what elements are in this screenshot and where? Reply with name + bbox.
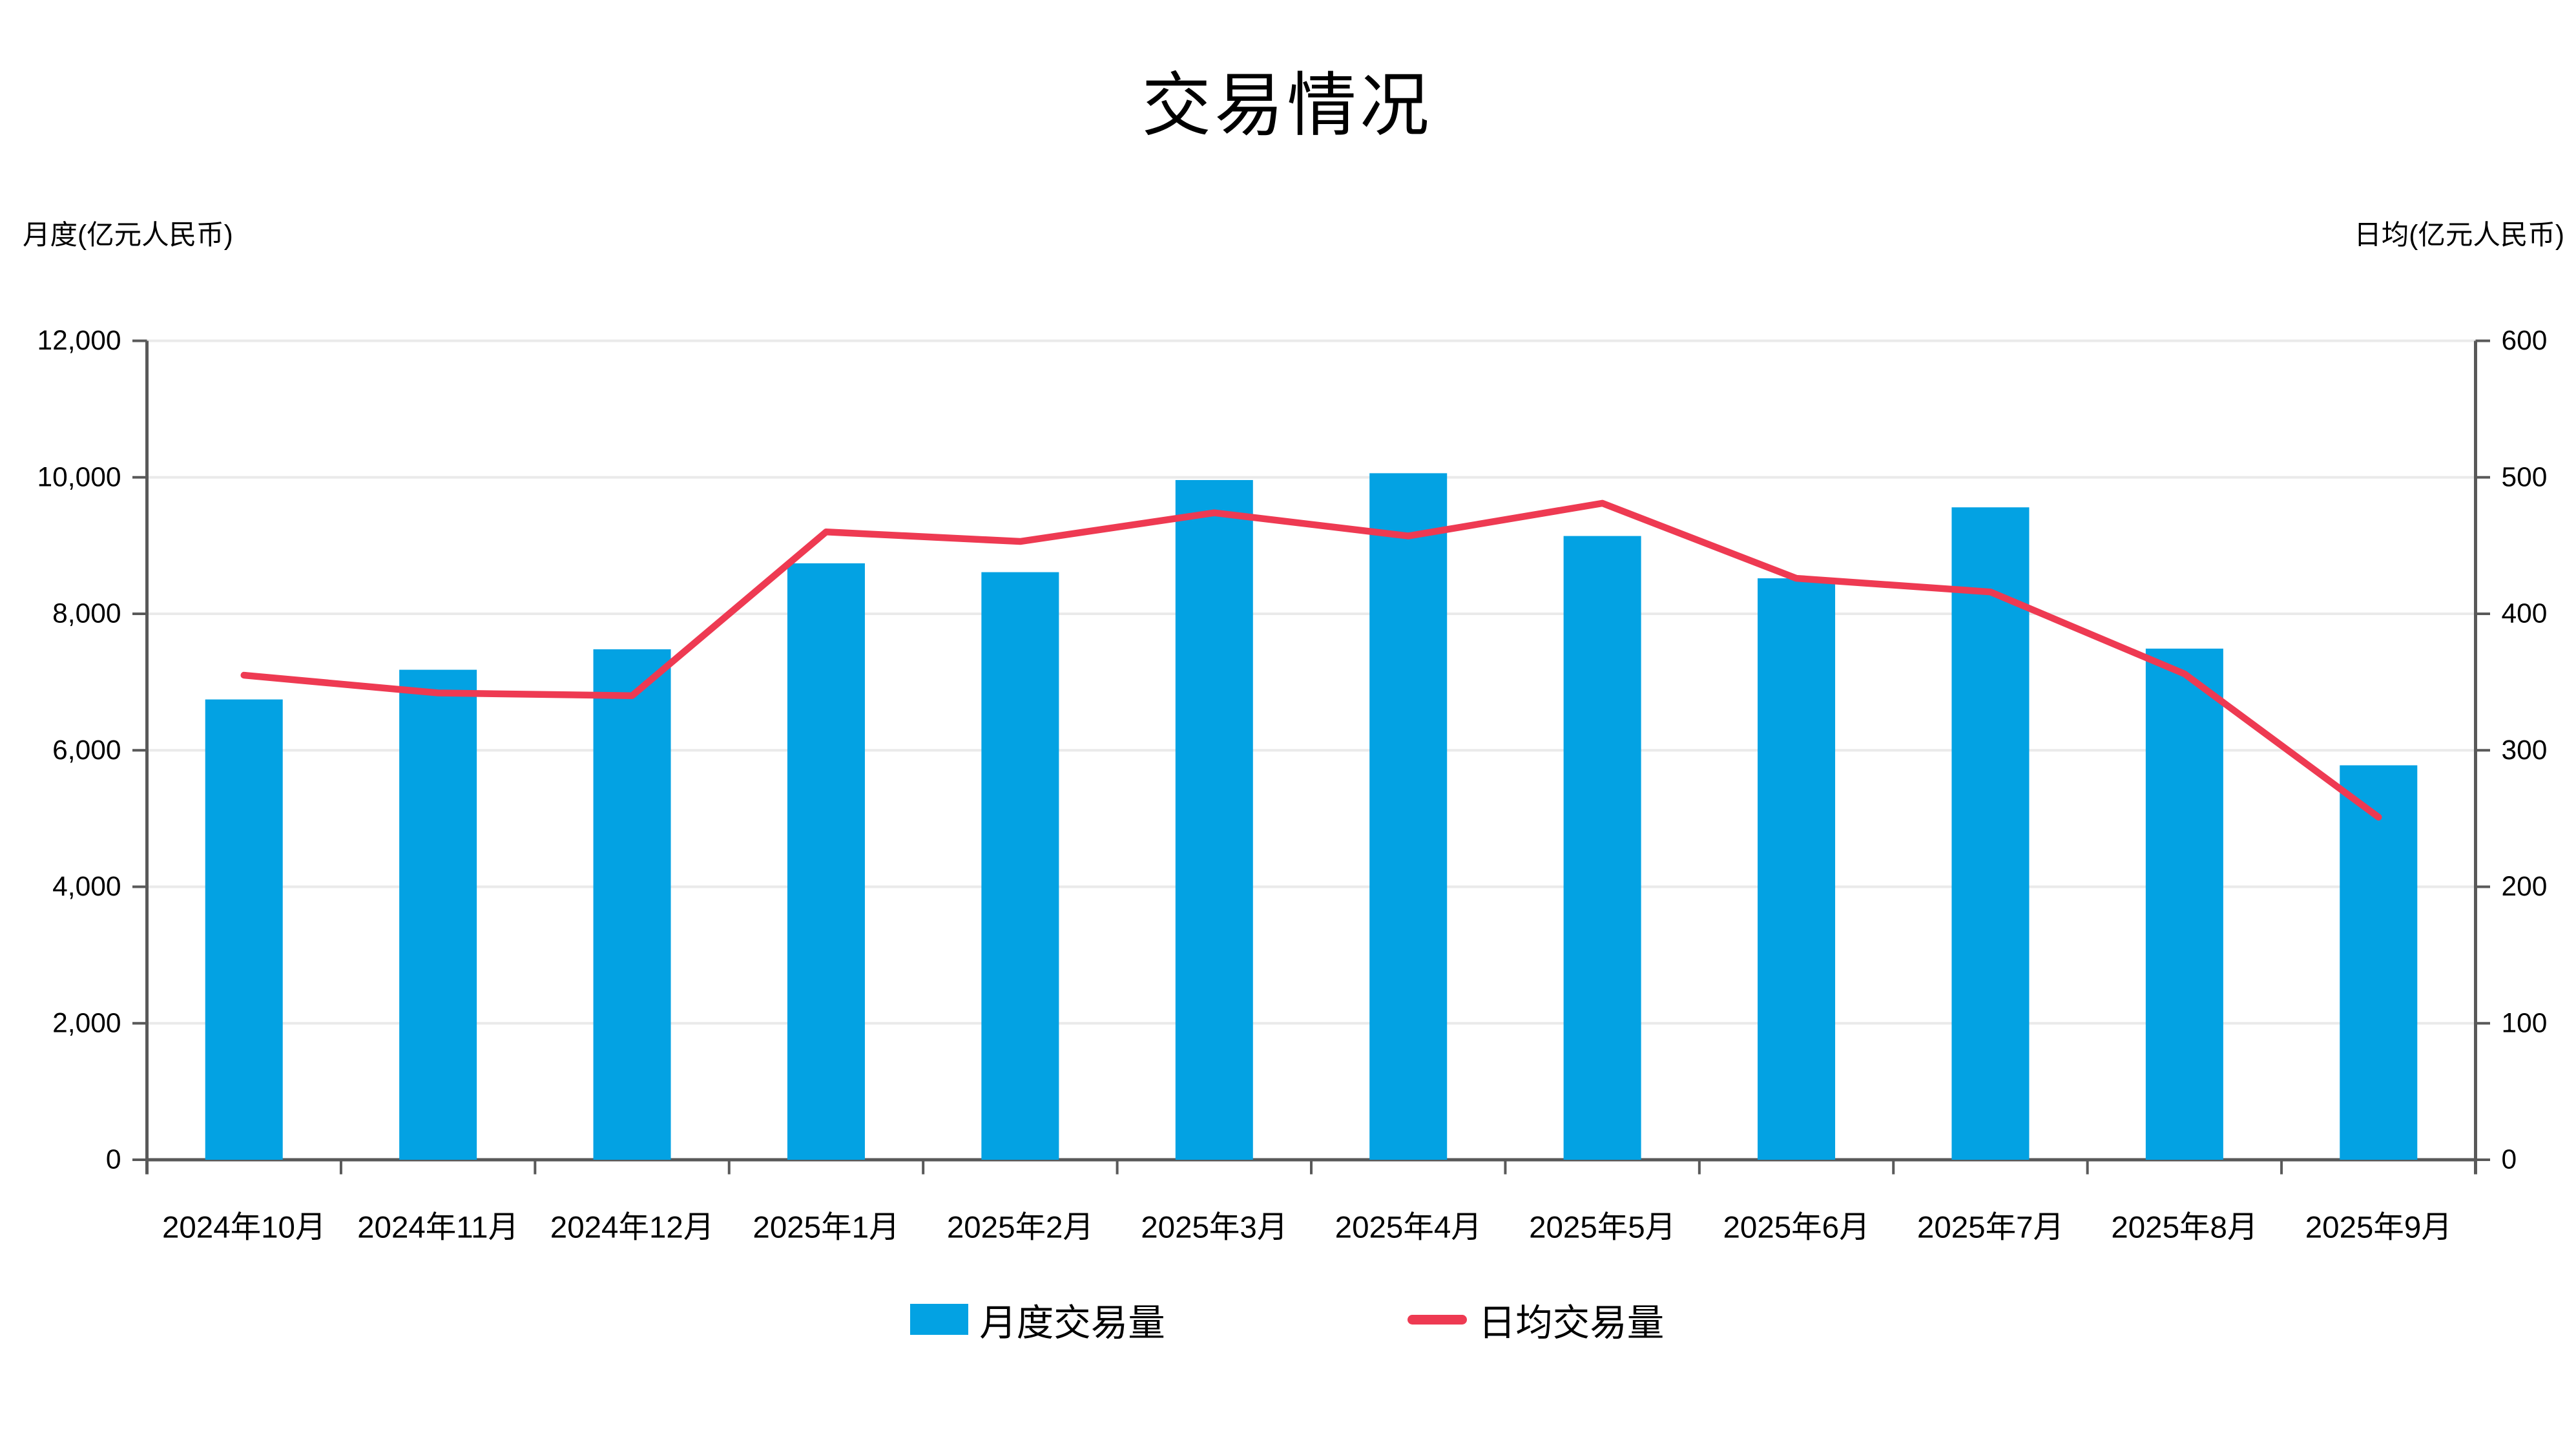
legend-item-daily-average[interactable]: 日均交易量 [1407, 1292, 1665, 1346]
legend: 月度交易量 日均交易量 [0, 1292, 2574, 1346]
line-series-swatch-icon [1407, 1314, 1468, 1325]
right-axis-tick-label: 0 [2502, 1145, 2517, 1175]
bar-2025年1月 [787, 563, 865, 1160]
bar-series-swatch-icon [909, 1304, 968, 1335]
bar-series-label: 月度交易量 [979, 1303, 1165, 1344]
bar-2024年12月 [593, 649, 671, 1160]
right-axis-tick-label: 400 [2502, 599, 2548, 629]
x-axis-category-label: 2025年4月 [1335, 1211, 1482, 1245]
bar-2024年10月 [205, 699, 283, 1160]
left-axis-tick-label: 4,000 [52, 872, 121, 902]
left-axis-title: 月度(亿元人民币) [23, 220, 233, 251]
x-axis-category-label: 2025年6月 [1723, 1211, 1869, 1245]
line-series-path [240, 499, 2382, 821]
bar-2025年7月 [1951, 507, 2030, 1160]
bar-2025年4月 [1369, 473, 1448, 1160]
left-axis-tick-label: 6,000 [52, 735, 121, 766]
bar-2025年5月 [1563, 536, 1641, 1160]
x-axis-category-label: 2025年8月 [2111, 1211, 2258, 1245]
x-axis-category-label: 2025年9月 [2305, 1211, 2452, 1245]
x-axis-category-label: 2024年12月 [550, 1211, 714, 1245]
left-axis-tick-label: 2,000 [52, 1008, 121, 1038]
legend-item-monthly-volume[interactable]: 月度交易量 [909, 1292, 1165, 1346]
x-axis-category-label: 2024年11月 [357, 1211, 519, 1245]
x-axis-category-label: 2025年3月 [1141, 1211, 1287, 1245]
right-axis-tick-label: 600 [2502, 326, 2548, 356]
left-axis-tick-label: 0 [106, 1145, 121, 1175]
x-axis-category-label: 2025年5月 [1529, 1211, 1676, 1245]
right-axis-tick-label: 300 [2502, 735, 2548, 766]
right-axis-tick-label: 200 [2502, 872, 2548, 902]
left-axis-tick-label: 8,000 [52, 599, 121, 629]
x-axis-category-label: 2024年10月 [162, 1211, 326, 1245]
bar-2025年9月 [2340, 765, 2418, 1160]
left-axis-tick-label: 10,000 [37, 462, 121, 492]
x-axis-category-label: 2025年2月 [947, 1211, 1094, 1245]
right-axis-title: 日均(亿元人民币) [2354, 220, 2564, 251]
chart-title: 交易情况 [1141, 67, 1433, 144]
bar-2025年6月 [1758, 578, 1836, 1160]
right-axis-tick-label: 100 [2502, 1008, 2548, 1038]
bar-2024年11月 [399, 669, 477, 1160]
left-axis-tick-label: 12,000 [37, 326, 121, 356]
bar-2025年2月 [981, 572, 1059, 1160]
bar-2025年3月 [1175, 479, 1253, 1160]
right-axis-tick-label: 500 [2502, 462, 2548, 492]
x-axis-category-label: 2025年7月 [1917, 1211, 2064, 1245]
x-axis-category-label: 2025年1月 [753, 1211, 899, 1245]
line-series-label: 日均交易量 [1478, 1303, 1665, 1344]
bar-2025年8月 [2145, 648, 2223, 1160]
